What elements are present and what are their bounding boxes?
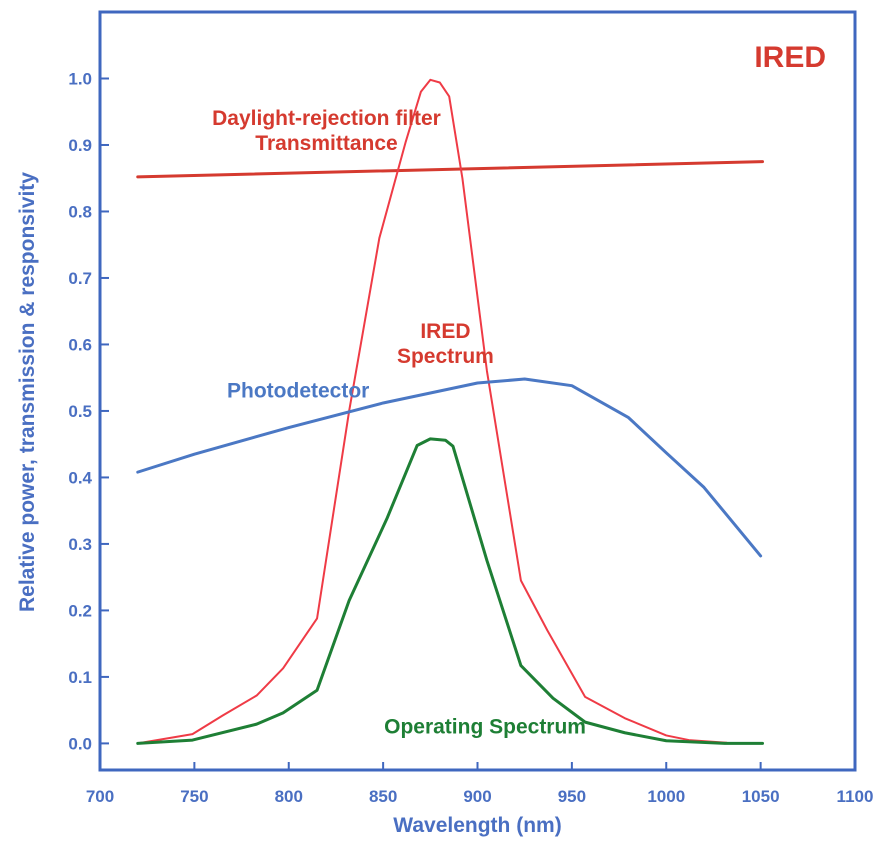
series-1-point-9 bbox=[420, 91, 421, 92]
series-line-3 bbox=[136, 437, 765, 745]
annotation-2: Photodetector bbox=[227, 380, 369, 403]
x-axis-label: Wavelength (nm) bbox=[393, 814, 561, 837]
series-3-point-10 bbox=[452, 445, 453, 446]
series-3-point-6 bbox=[386, 518, 387, 519]
series-3-point-7 bbox=[416, 445, 417, 446]
series-0-point-0 bbox=[137, 176, 138, 177]
series-line-0 bbox=[136, 160, 765, 179]
series-2-point-8 bbox=[666, 452, 667, 453]
series-3-point-15 bbox=[624, 732, 625, 733]
series-1-point-8 bbox=[405, 141, 406, 142]
y-tick-label: 0.6 bbox=[68, 335, 92, 354]
series-1-point-3 bbox=[256, 695, 257, 696]
series-3-point-9 bbox=[445, 440, 446, 441]
x-tick-label: 700 bbox=[86, 787, 114, 806]
series-3-point-0 bbox=[137, 743, 138, 744]
series-1-point-1 bbox=[192, 733, 193, 734]
series-1-point-5 bbox=[316, 618, 317, 619]
series-3-point-17 bbox=[724, 743, 725, 744]
annotation-line: IRED bbox=[420, 320, 470, 343]
x-tick-label: 1000 bbox=[647, 787, 685, 806]
series-1-point-2 bbox=[222, 715, 223, 716]
series-3-point-4 bbox=[316, 690, 317, 691]
series-1-point-11 bbox=[439, 82, 440, 83]
series-1-point-10 bbox=[430, 79, 431, 80]
x-tick-label: 1050 bbox=[742, 787, 780, 806]
y-tick-label: 0.5 bbox=[68, 402, 92, 421]
y-tick-label: 0.1 bbox=[68, 668, 92, 687]
y-tick-label: 0.3 bbox=[68, 535, 92, 554]
annotation-line: Spectrum bbox=[397, 345, 494, 368]
chart-title: IRED bbox=[754, 41, 826, 74]
series-2-point-9 bbox=[703, 487, 704, 488]
x-tick-label: 850 bbox=[369, 787, 397, 806]
axes: 700 750 800 850 900 950 1000 1050 1100 0.0 0.1 0.2 0… bbox=[16, 69, 873, 837]
series-3-point-3 bbox=[282, 712, 283, 713]
x-tick-label: 750 bbox=[180, 787, 208, 806]
series-1-point-18 bbox=[624, 717, 625, 718]
series-group bbox=[136, 78, 765, 745]
series-2-point-7 bbox=[628, 417, 629, 418]
annotation-3: Operating Spectrum bbox=[384, 715, 586, 738]
x-tick-label: 800 bbox=[275, 787, 303, 806]
annotation-line: Photodetector bbox=[227, 380, 369, 403]
x-tick-label: 950 bbox=[558, 787, 586, 806]
y-axis-label: Relative power, transmission & responsiv… bbox=[16, 172, 39, 612]
y-tick-label: 0.2 bbox=[68, 601, 92, 620]
series-2-point-4 bbox=[477, 382, 478, 383]
series-3-point-16 bbox=[666, 740, 667, 741]
y-tick-label: 0.9 bbox=[68, 136, 92, 155]
series-1-point-4 bbox=[282, 668, 283, 669]
series-1-point-13 bbox=[462, 178, 463, 179]
x-tick-label: 1100 bbox=[837, 787, 874, 806]
x-tick-label: 900 bbox=[463, 787, 491, 806]
series-1-point-19 bbox=[666, 735, 667, 736]
series-3-point-2 bbox=[256, 723, 257, 724]
y-tick-label: 0.8 bbox=[68, 202, 92, 221]
series-2-point-6 bbox=[571, 385, 572, 386]
series-0-point-1 bbox=[762, 161, 763, 162]
series-1-point-15 bbox=[520, 580, 521, 581]
series-1-point-12 bbox=[448, 96, 449, 97]
series-2-point-10 bbox=[760, 555, 761, 556]
series-3-point-1 bbox=[192, 739, 193, 740]
series-2-point-1 bbox=[194, 453, 195, 454]
series-1-point-14 bbox=[486, 370, 487, 371]
series-1-point-7 bbox=[379, 237, 380, 238]
annotations: Daylight-rejection filter Transmittance IR… bbox=[212, 107, 586, 738]
series-1-point-16 bbox=[547, 630, 548, 631]
y-tick-label: 0.0 bbox=[68, 734, 92, 753]
annotation-1: IRED Spectrum bbox=[397, 320, 494, 368]
series-line-1 bbox=[136, 78, 728, 745]
y-tick-label: 1.0 bbox=[68, 69, 92, 88]
series-3-point-13 bbox=[552, 697, 553, 698]
series-3-point-5 bbox=[348, 600, 349, 601]
series-2-point-0 bbox=[137, 471, 138, 472]
y-tick-label: 0.4 bbox=[68, 468, 92, 487]
series-1-point-17 bbox=[584, 696, 585, 697]
series-2-point-3 bbox=[382, 402, 383, 403]
series-3-point-8 bbox=[430, 438, 431, 439]
annotation-line: Transmittance bbox=[255, 132, 397, 155]
series-line-2 bbox=[136, 377, 763, 558]
series-3-point-18 bbox=[762, 743, 763, 744]
series-2-point-5 bbox=[524, 378, 525, 379]
plot-frame bbox=[98, 10, 857, 772]
series-3-point-12 bbox=[520, 665, 521, 666]
series-2-point-2 bbox=[288, 427, 289, 428]
annotation-line: Operating Spectrum bbox=[384, 715, 586, 738]
annotation-line: Daylight-rejection filter bbox=[212, 107, 441, 130]
annotation-0: Daylight-rejection filter Transmittance bbox=[212, 107, 441, 155]
y-tick-label: 0.7 bbox=[68, 269, 92, 288]
series-3-point-11 bbox=[486, 560, 487, 561]
